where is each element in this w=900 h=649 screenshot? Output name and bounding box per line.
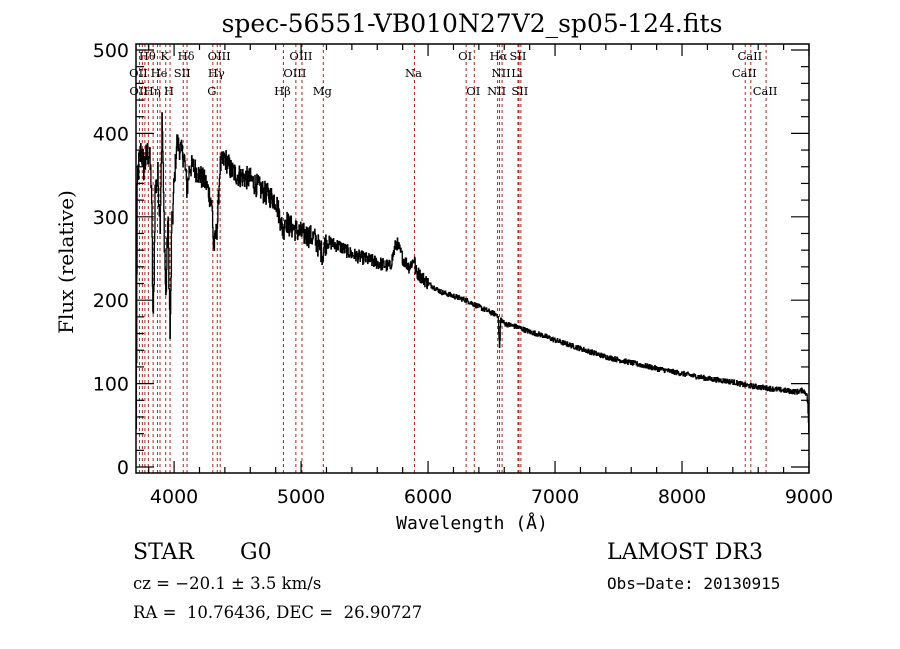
line-marker-label: Hα: [490, 49, 508, 63]
line-marker-label: H: [164, 84, 174, 98]
y-tick-label: 400: [93, 123, 129, 145]
line-marker-label: OIII: [208, 49, 231, 63]
line-marker-label: OI: [466, 84, 480, 98]
y-axis-label: Flux (relative): [54, 190, 78, 334]
line-marker-label: SII: [174, 66, 191, 80]
line-marker-label: NII: [487, 84, 506, 98]
observation-date: Obs−Date: 20130915: [607, 574, 781, 593]
y-tick-label: 200: [93, 290, 129, 312]
line-marker-label: Hδ: [178, 49, 195, 63]
x-tick-labels: 4000 5000 6000 7000 8000 9000: [150, 486, 833, 508]
line-marker-label: OII: [129, 66, 148, 80]
y-tick-label: 100: [93, 374, 129, 396]
line-marker-label: CaII: [732, 66, 757, 80]
line-marker-label: OII: [129, 84, 148, 98]
x-axis-label: Wavelength (Å): [396, 512, 548, 534]
line-markers: [138, 44, 767, 473]
line-marker-label: Hθ: [139, 49, 156, 63]
line-marker-label: Hγ: [208, 66, 225, 80]
chart-title: spec-56551-VB010N27V2_sp05-124.fits: [222, 9, 723, 38]
x-tick-label: 4000: [150, 486, 198, 508]
line-marker-label: Hβ: [274, 84, 291, 98]
coordinates-readout: RA = 10.76436, DEC = 26.90727: [133, 603, 423, 622]
x-tick-label: 6000: [404, 486, 452, 508]
x-tick-label: 8000: [658, 486, 706, 508]
line-marker-label: SII: [509, 49, 526, 63]
object-subclass: G0: [240, 540, 272, 565]
line-marker-label: OI: [458, 49, 472, 63]
y-tick-labels: 0 100 200 300 400 500: [93, 40, 129, 479]
line-marker-label: K: [160, 49, 169, 63]
line-marker-label: SII: [511, 84, 528, 98]
redshift-readout: cz = −20.1 ± 3.5 km/s: [133, 574, 322, 593]
line-marker-label: CaII: [737, 49, 762, 63]
x-tick-label: 5000: [277, 486, 325, 508]
spectrum-line: [135, 112, 810, 433]
x-tick-label: 7000: [531, 486, 579, 508]
line-marker-label: NII: [492, 66, 511, 80]
x-tick-label: 9000: [785, 486, 833, 508]
y-tick-label: 500: [93, 40, 129, 62]
axis-ticks: [136, 44, 810, 473]
line-marker-label: Li: [511, 66, 523, 80]
y-tick-label: 0: [117, 457, 129, 479]
y-tick-label: 300: [93, 207, 129, 229]
line-marker-label: Na: [405, 66, 422, 80]
line-marker-label: Hη: [144, 84, 161, 98]
line-marker-label: G: [207, 84, 216, 98]
survey-name: LAMOST DR3: [607, 540, 763, 565]
line-marker-label: OIII: [283, 66, 306, 80]
line-marker-label: He: [151, 66, 168, 80]
line-marker-label: Mg: [313, 84, 333, 98]
object-class: STAR: [133, 540, 194, 565]
line-marker-label: CaII: [753, 84, 778, 98]
plot-frame: [135, 43, 810, 474]
